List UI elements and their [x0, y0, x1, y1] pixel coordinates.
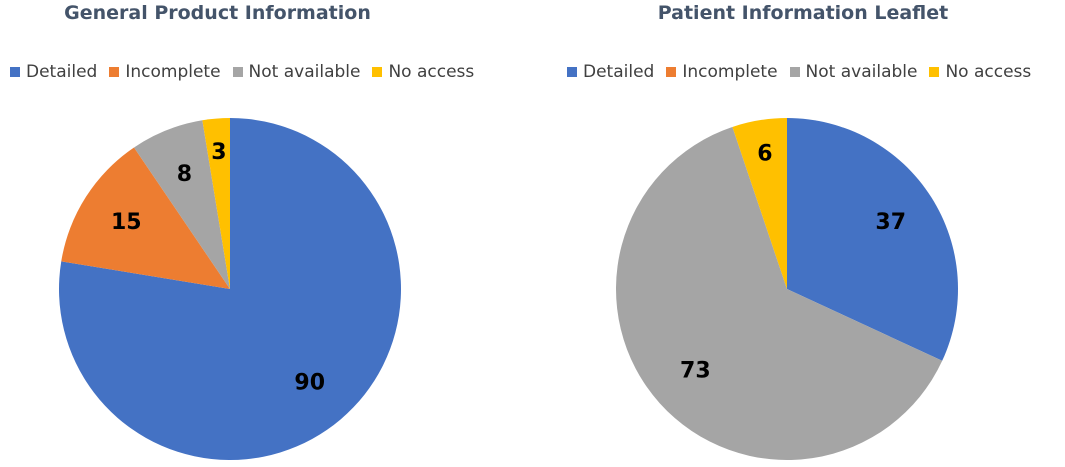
chart-legend: Detailed Incomplete Not available No acc…	[567, 62, 1043, 82]
pie-chart: 90 15 83	[58, 118, 402, 460]
legend-swatch	[372, 67, 383, 77]
legend-label: Incomplete	[682, 62, 778, 82]
data-label-detailed: 37	[875, 210, 906, 235]
pie-slice-no-access	[732, 118, 787, 289]
pie-slice-no-access	[202, 118, 230, 289]
legend-item-incomplete: Incomplete	[666, 62, 778, 82]
legend-swatch	[10, 67, 20, 77]
legend-swatch	[666, 67, 677, 77]
pie-slice-incomplete	[61, 147, 230, 289]
legend-swatch	[232, 67, 243, 77]
legend-item-not-available: Not available	[789, 62, 918, 82]
pie-slice-not-available	[134, 120, 230, 290]
legend-item-not-available: Not available	[232, 62, 361, 82]
legend-label: No access	[945, 62, 1032, 82]
legend-swatch	[109, 67, 120, 77]
chart-general-product-information: General Product Information Detailed Inc…	[0, 0, 532, 467]
data-label-detailed: 90	[294, 370, 325, 395]
legend-label: Not available	[248, 62, 361, 82]
pie-slice-detailed	[787, 118, 958, 361]
pie-chart: 37 73 6	[616, 118, 958, 461]
legend-swatch	[789, 67, 800, 77]
legend-label: No access	[388, 62, 475, 82]
pie-slice-not-available	[616, 126, 943, 461]
legend-item-no-access: No access	[372, 62, 474, 82]
legend-label: Detailed	[26, 62, 98, 82]
data-label-no-access: 3	[211, 140, 226, 165]
legend-label: Detailed	[583, 62, 655, 82]
legend-swatch	[929, 67, 940, 77]
data-label-incomplete: 15	[111, 210, 142, 235]
legend-label: Incomplete	[125, 62, 221, 82]
data-label-not-available: 8	[177, 162, 192, 187]
chart-patient-information-leaflet: Patient Information Leaflet Detailed Inc…	[533, 0, 1065, 467]
legend-item-no-access: No access	[929, 62, 1031, 82]
chart-title: Patient Information Leaflet	[657, 2, 949, 24]
legend-item-incomplete: Incomplete	[109, 62, 221, 82]
legend-swatch	[567, 67, 577, 77]
legend-item-detailed: Detailed	[567, 62, 654, 82]
data-label-not-available: 73	[680, 359, 711, 384]
data-label-no-access: 6	[757, 142, 772, 167]
chart-legend: Detailed Incomplete Not available No acc…	[10, 62, 486, 82]
chart-title: General Product Information	[64, 2, 371, 24]
legend-item-detailed: Detailed	[10, 62, 97, 82]
legend-label: Not available	[805, 62, 918, 82]
